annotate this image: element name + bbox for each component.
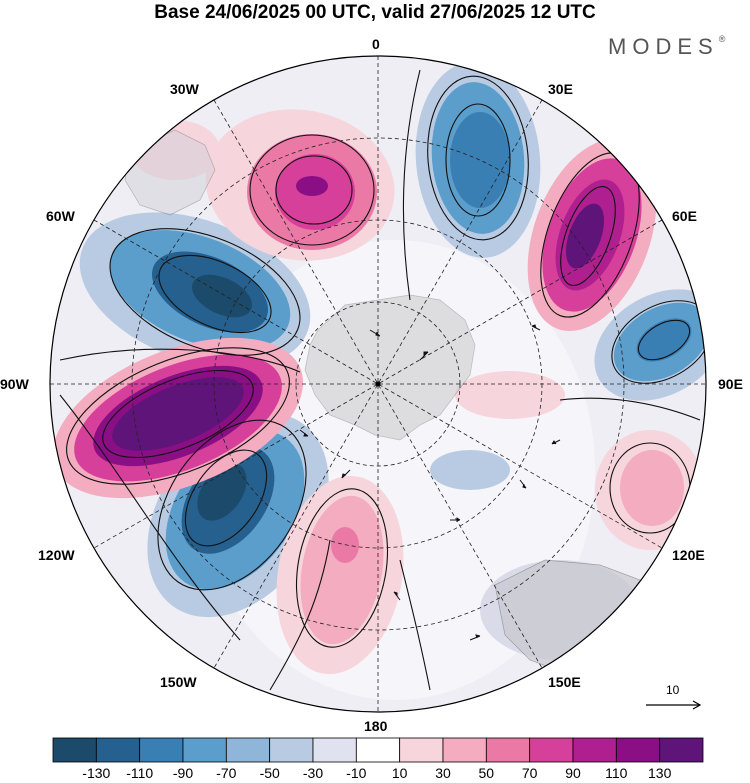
positive-anomaly-north: [205, 109, 395, 261]
lon-label-90e: 90E: [718, 376, 743, 392]
colorbar-swatch: [312, 737, 357, 763]
colorbar-tick-label: -10: [346, 765, 367, 781]
lon-label-0: 0: [372, 36, 380, 52]
lon-label-150w: 150W: [160, 674, 197, 690]
negative-anomaly-north: [415, 62, 541, 258]
colorbar-tick-label: 130: [648, 765, 672, 781]
brand-logo: MODES®: [608, 34, 725, 60]
positive-anomaly-south: [276, 475, 404, 675]
colorbar-swatch: [269, 737, 314, 763]
colorbar-tick-label: -70: [216, 765, 237, 781]
colorbar-swatch: [182, 737, 227, 763]
negative-anomaly-east: [594, 289, 706, 401]
reference-vector-arrow: [646, 700, 702, 710]
colorbar-swatch: [355, 737, 401, 763]
colorbar-tick-label: -110: [126, 765, 154, 781]
colorbar-tick-label: 70: [521, 765, 538, 781]
pole-marker: [375, 381, 381, 387]
graticule: [50, 56, 706, 712]
lon-label-90w: 90W: [0, 376, 29, 392]
colorbar-tick-label: -50: [259, 765, 280, 781]
colorbar-swatch: [225, 737, 271, 763]
colorbar-swatch: [659, 737, 704, 763]
negative-anomaly-west: [79, 212, 311, 368]
map-boundary: [49, 55, 707, 713]
brand-mark: ®: [718, 33, 726, 44]
positive-anomaly-west: [52, 337, 304, 499]
lon-label-60w: 60W: [46, 208, 75, 224]
colorbar-swatch: [529, 737, 574, 763]
colorbar-tick-label: 90: [565, 765, 581, 781]
lon-label-180: 180: [364, 718, 388, 734]
lon-label-120e: 120E: [672, 547, 705, 563]
positive-anomaly-center: [455, 371, 565, 419]
map-area: [50, 56, 706, 712]
colorbar-swatch: [615, 737, 661, 763]
colorbar-tick-label: -130: [82, 765, 111, 781]
lon-label-30w: 30W: [170, 81, 199, 97]
colorbar-swatch: [485, 737, 531, 763]
colorbar-tick-label: -90: [172, 765, 194, 781]
lon-label-120w: 120W: [38, 547, 75, 563]
positive-anomaly-northeast: [527, 138, 657, 332]
colorbar-swatch: [442, 737, 487, 763]
colorbar-swatch: [572, 737, 617, 763]
colorbar-swatch: [52, 737, 97, 763]
colorbar-tick-label: 10: [391, 765, 408, 781]
colorbar-swatch: [139, 737, 184, 763]
colorbar-swatch: [95, 737, 141, 763]
lon-label-150e: 150E: [548, 674, 581, 690]
reference-vector-label: 10: [666, 683, 680, 697]
brand-name: MODES: [608, 34, 719, 59]
colorbar-tick-label: 30: [435, 765, 451, 781]
negative-anomaly-center: [430, 450, 510, 490]
lon-label-60e: 60E: [672, 208, 697, 224]
colorbar-tick-label: 50: [478, 765, 495, 781]
colorbar-tick-label: -30: [302, 765, 324, 781]
colorbar: [52, 737, 704, 763]
colorbar-swatch: [399, 737, 444, 763]
colorbar-tick-label: 110: [605, 765, 628, 781]
chart-title: Base 24/06/2025 00 UTC, valid 27/06/2025…: [154, 2, 596, 23]
lon-label-30e: 30E: [548, 81, 573, 97]
